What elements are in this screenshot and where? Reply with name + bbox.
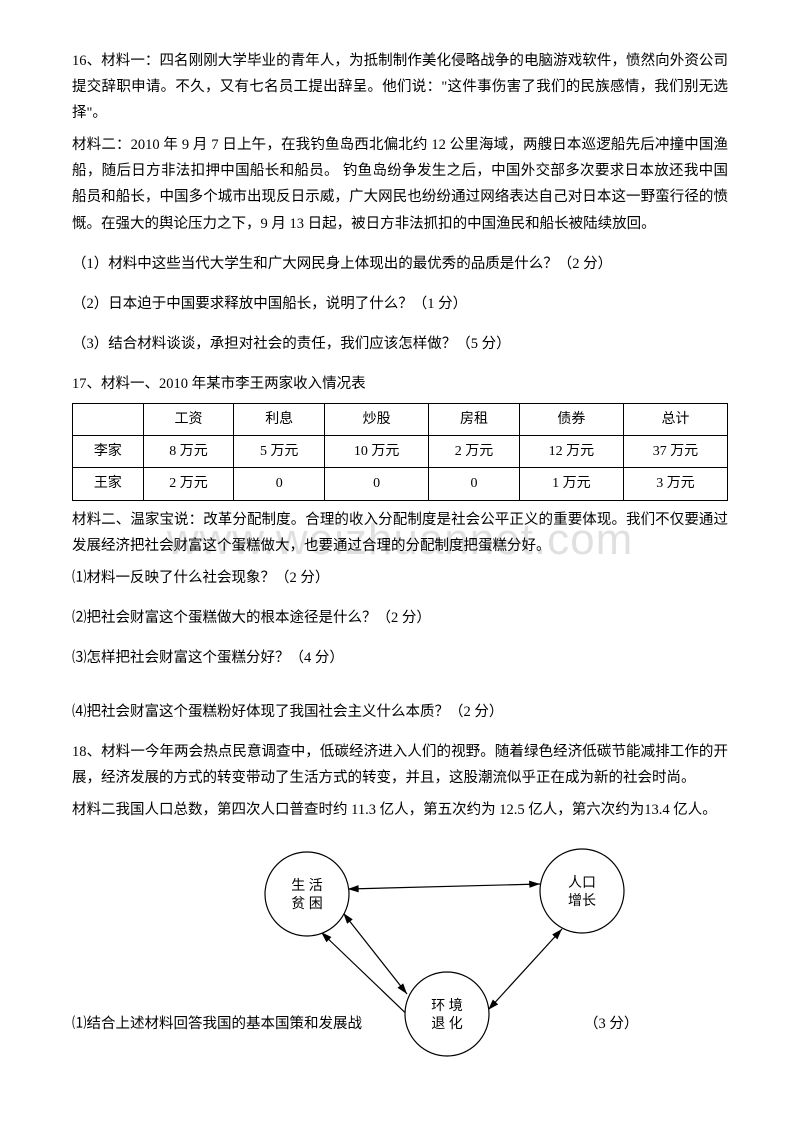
table-header: 利息 xyxy=(234,404,325,436)
table-cell: 37 万元 xyxy=(623,436,727,468)
table-cell: 0 xyxy=(234,468,325,500)
page-content: 16、材料一：四名刚刚大学毕业的青年人，为抵制制作美化侵略战争的电脑游戏软件，愤… xyxy=(72,48,728,1059)
table-row: 李家 8 万元 5 万元 10 万元 2 万元 12 万元 37 万元 xyxy=(73,436,728,468)
table-cell: 12 万元 xyxy=(519,436,623,468)
q16-sub2: （2）日本迫于中国要求释放中国船长，说明了什么？（1 分） xyxy=(72,291,728,317)
q16-sub3: （3）结合材料谈谈，承担对社会的责任，我们应该怎样做？（5 分） xyxy=(72,331,728,357)
table-header: 炒股 xyxy=(325,404,429,436)
table-cell: 2 万元 xyxy=(143,468,234,500)
table-cell: 王家 xyxy=(73,468,144,500)
table-cell: 5 万元 xyxy=(234,436,325,468)
q17-sub4: ⑷把社会财富这个蛋糕粉好体现了我国社会主义什么本质？（2 分） xyxy=(72,699,728,725)
table-header: 总计 xyxy=(623,404,727,436)
svg-text:贫 困: 贫 困 xyxy=(291,896,323,912)
svg-text:增长: 增长 xyxy=(568,893,596,909)
q17-title: 17、材料一、2010 年某市李王两家收入情况表 xyxy=(72,371,728,397)
svg-text:人口: 人口 xyxy=(568,875,596,891)
table-cell: 0 xyxy=(429,468,520,500)
q18-diagram-wrap: 生 活贫 困人口增长环 境退 化 ⑴结合上述材料回答我国的基本国策和发展战 （3… xyxy=(72,829,728,1059)
q18-material2: 材料二我国人口总数，第四次人口普查时约 11.3 亿人，第五次约为 12.5 亿… xyxy=(72,797,728,823)
table-cell: 3 万元 xyxy=(623,468,727,500)
q16-sub1: （1）材料中这些当代大学生和广大网民身上体现出的最优秀的品质是什么？（2 分） xyxy=(72,251,728,277)
q16-material1: 16、材料一：四名刚刚大学毕业的青年人，为抵制制作美化侵略战争的电脑游戏软件，愤… xyxy=(72,48,728,126)
table-header: 工资 xyxy=(143,404,234,436)
q17-income-table: 工资 利息 炒股 房租 债券 总计 李家 8 万元 5 万元 10 万元 2 万… xyxy=(72,403,728,501)
q18-material1: 18、材料一今年两会热点民意调查中，低碳经济进入人们的视野。随着绿色经济低碳节能… xyxy=(72,739,728,791)
table-cell: 1 万元 xyxy=(519,468,623,500)
q17-sub1: ⑴材料一反映了什么社会现象？（2 分） xyxy=(72,565,728,591)
table-row: 工资 利息 炒股 房租 债券 总计 xyxy=(73,404,728,436)
q18-sub1-left: ⑴结合上述材料回答我国的基本国策和发展战 xyxy=(72,1011,362,1037)
table-header xyxy=(73,404,144,436)
table-row: 王家 2 万元 0 0 0 1 万元 3 万元 xyxy=(73,468,728,500)
table-cell: 0 xyxy=(325,468,429,500)
q18-sub1-row: ⑴结合上述材料回答我国的基本国策和发展战 （3 分） xyxy=(72,1011,728,1037)
q17-material2: 材料二、温家宝说：改革分配制度。合理的收入分配制度是社会公平正义的重要体现。我们… xyxy=(72,507,728,559)
table-cell: 李家 xyxy=(73,436,144,468)
table-header: 债券 xyxy=(519,404,623,436)
q17-sub2: ⑵把社会财富这个蛋糕做大的根本途径是什么？（2 分） xyxy=(72,605,728,631)
svg-text:生 活: 生 活 xyxy=(291,878,323,894)
q16-material2: 材料二：2010 年 9 月 7 日上午，在我钓鱼岛西北偏北约 12 公里海域，… xyxy=(72,132,728,236)
q17-sub3: ⑶怎样把社会财富这个蛋糕分好？（4 分） xyxy=(72,645,728,671)
table-cell: 10 万元 xyxy=(325,436,429,468)
table-header: 房租 xyxy=(429,404,520,436)
table-cell: 2 万元 xyxy=(429,436,520,468)
q18-sub1-right: （3 分） xyxy=(584,1011,638,1037)
table-cell: 8 万元 xyxy=(143,436,234,468)
